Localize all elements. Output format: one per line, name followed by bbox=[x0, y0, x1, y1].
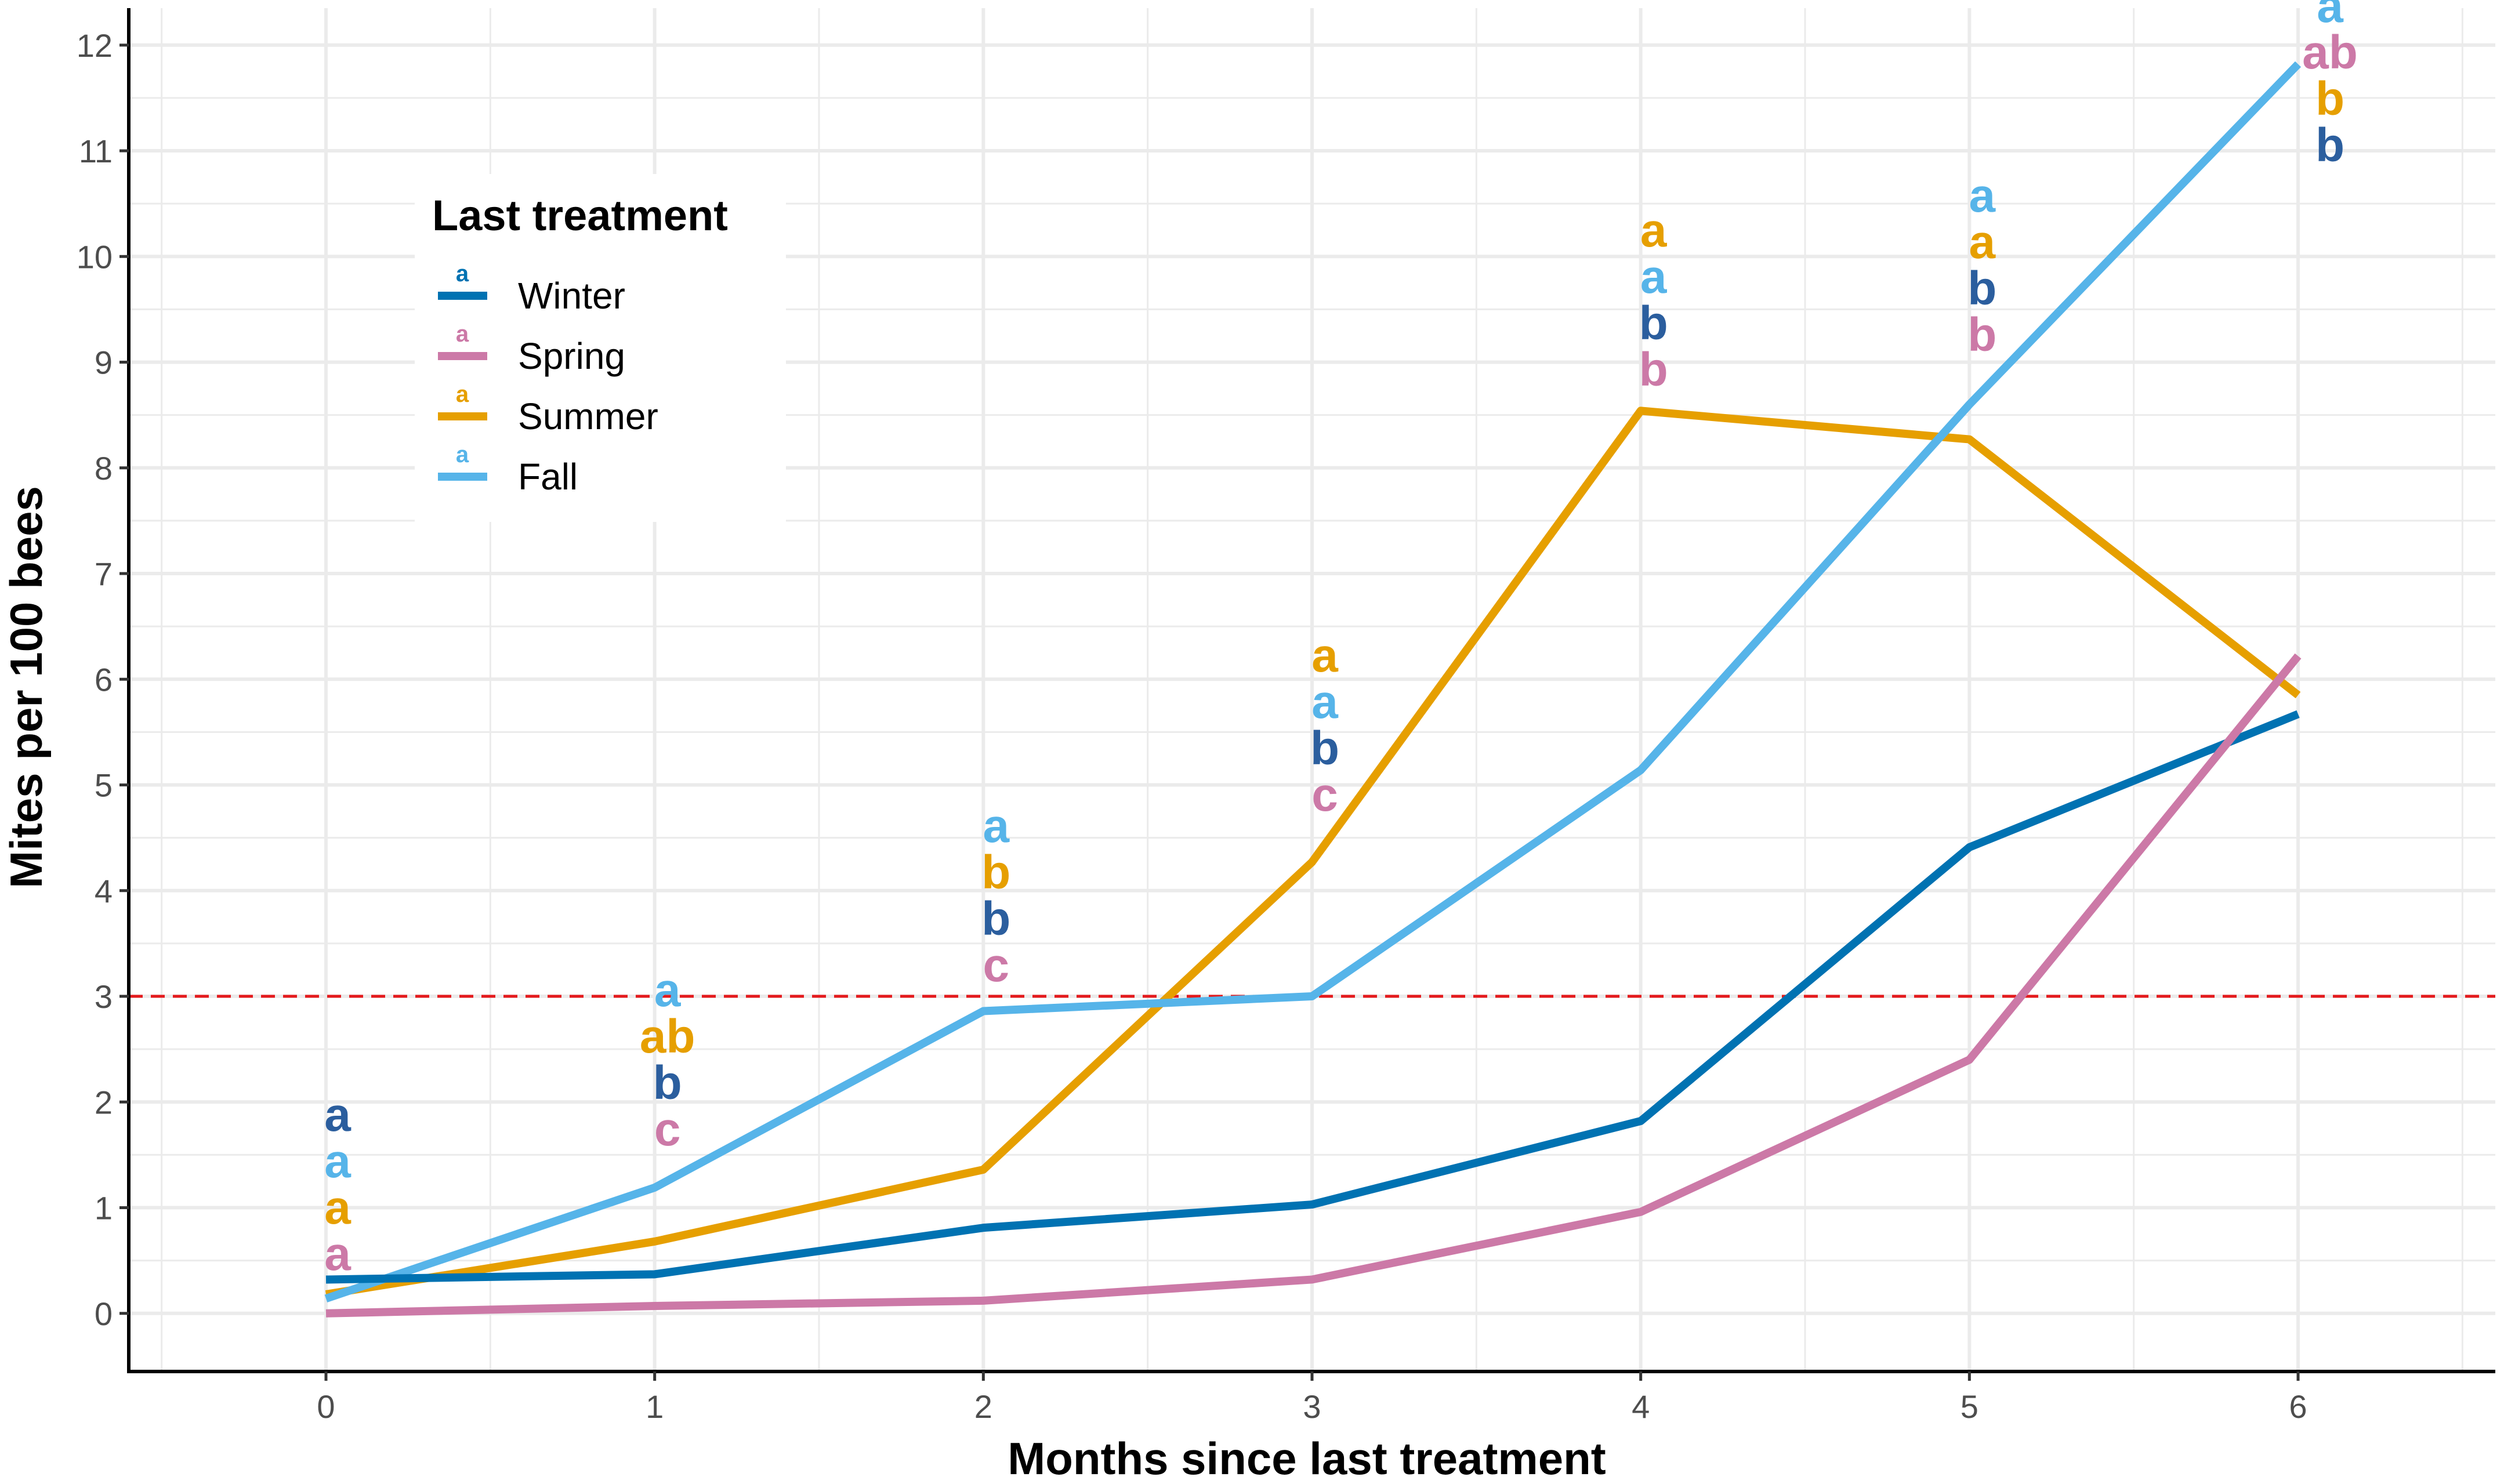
y-tick-label: 0 bbox=[95, 1296, 113, 1332]
sig-letter-x0-spring: a bbox=[324, 1228, 351, 1280]
y-tick-label: 5 bbox=[95, 767, 113, 804]
sig-letter-x1-spring: c bbox=[654, 1103, 681, 1156]
sig-letter-x4-winter: b bbox=[1639, 297, 1668, 350]
sig-letter-x5-winter: b bbox=[1967, 262, 1996, 315]
y-tick-label: 8 bbox=[95, 450, 113, 487]
y-tick-label: 3 bbox=[95, 978, 113, 1015]
x-tick-label: 6 bbox=[2289, 1388, 2307, 1425]
legend-label-winter: Winter bbox=[518, 275, 625, 317]
legend-key-letter-fall: a bbox=[456, 442, 469, 467]
series-line-fall bbox=[324, 61, 2302, 1302]
x-tick-label: 4 bbox=[1632, 1388, 1650, 1425]
sig-letter-x2-winter: b bbox=[981, 892, 1010, 945]
sig-letter-x0-summer: a bbox=[324, 1181, 351, 1234]
legend-key-letter-summer: a bbox=[456, 382, 469, 407]
sig-letter-x4-spring: b bbox=[1639, 343, 1668, 396]
sig-letter-x4-fall: a bbox=[1640, 251, 1668, 303]
legend-key-letter-spring: a bbox=[456, 321, 469, 347]
legend-key-letter-winter: a bbox=[456, 261, 469, 286]
x-tick-label: 1 bbox=[646, 1388, 664, 1425]
series-line-spring bbox=[325, 653, 2302, 1318]
y-tick-label: 10 bbox=[77, 238, 113, 275]
sig-letter-x6-fall: a bbox=[2317, 0, 2344, 32]
sig-letter-x3-spring: c bbox=[1311, 768, 1338, 821]
sig-letter-x6-summer: b bbox=[2315, 72, 2344, 125]
legend-background bbox=[415, 174, 786, 522]
sig-letter-x6-spring: ab bbox=[2302, 26, 2358, 79]
gridlines bbox=[129, 8, 2495, 1371]
y-tick-label: 7 bbox=[95, 556, 113, 592]
sig-letter-x1-fall: a bbox=[654, 964, 682, 1017]
y-tick-label: 6 bbox=[95, 661, 113, 698]
legend-label-spring: Spring bbox=[518, 335, 625, 377]
sig-letter-x2-summer: b bbox=[981, 846, 1010, 899]
series-line-summer bbox=[325, 407, 2301, 1298]
sig-letter-x1-winter: b bbox=[653, 1057, 682, 1109]
legend: Last treatment a Winter a Spring a Summer a Fal… bbox=[415, 174, 786, 522]
series-layer bbox=[324, 61, 2302, 1318]
sig-letter-x2-spring: c bbox=[983, 939, 1010, 992]
sig-letter-x0-winter: a bbox=[324, 1088, 351, 1141]
sig-letter-x3-winter: b bbox=[1310, 722, 1339, 775]
y-axis-title: Mites per 100 bees bbox=[1, 486, 52, 888]
sig-letter-x1-summer: ab bbox=[640, 1010, 695, 1063]
legend-label-fall: Fall bbox=[518, 456, 578, 498]
y-tick-label: 4 bbox=[95, 873, 113, 909]
series-line-winter bbox=[325, 710, 2300, 1284]
x-tick-label: 0 bbox=[317, 1388, 335, 1425]
sig-letter-x3-fall: a bbox=[1311, 676, 1339, 728]
x-tick-label: 2 bbox=[974, 1388, 992, 1425]
legend-label-summer: Summer bbox=[518, 396, 658, 437]
y-tick-label: 12 bbox=[77, 27, 113, 64]
y-tick-label: 1 bbox=[95, 1190, 113, 1227]
y-tick-label: 11 bbox=[79, 133, 113, 169]
x-tick-label: 5 bbox=[1961, 1388, 1978, 1425]
y-tick-label: 9 bbox=[95, 344, 113, 381]
sig-letter-x5-fall: a bbox=[1969, 169, 1996, 222]
x-axis-title: Months since last treatment bbox=[1008, 1433, 1606, 1484]
sig-letter-x3-summer: a bbox=[1311, 629, 1339, 682]
sig-letter-x4-summer: a bbox=[1640, 204, 1668, 257]
sig-letter-x0-fall: a bbox=[324, 1135, 351, 1188]
sig-letter-x6-winter: b bbox=[2315, 119, 2344, 172]
y-tick-label: 2 bbox=[95, 1084, 113, 1120]
sig-letter-x2-fall: a bbox=[983, 800, 1010, 852]
sig-letter-x5-spring: b bbox=[1967, 309, 1996, 361]
x-tick-label: 3 bbox=[1303, 1388, 1321, 1425]
legend-title: Last treatment bbox=[432, 191, 728, 240]
sig-letter-x5-summer: a bbox=[1969, 216, 1996, 269]
